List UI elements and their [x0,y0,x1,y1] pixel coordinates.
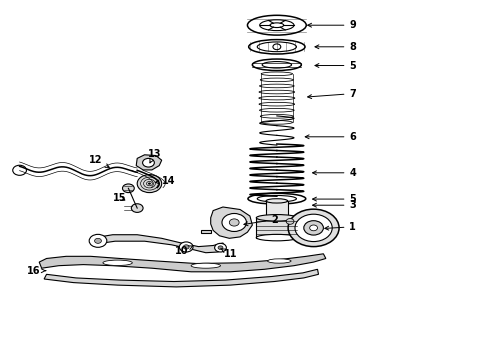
Text: 10: 10 [174,246,194,256]
Ellipse shape [256,234,297,241]
Circle shape [286,219,294,224]
Circle shape [304,221,323,235]
Polygon shape [211,207,252,238]
Polygon shape [266,201,288,221]
Polygon shape [39,254,326,272]
Circle shape [183,245,189,249]
Text: 2: 2 [244,215,278,226]
Text: 4: 4 [313,168,356,178]
Ellipse shape [256,215,297,221]
Text: 14: 14 [155,176,176,186]
Circle shape [310,225,318,231]
Text: 12: 12 [89,155,109,167]
Text: 6: 6 [305,132,356,142]
Circle shape [222,213,246,231]
Circle shape [131,204,143,212]
Circle shape [122,184,134,193]
Text: 13: 13 [147,149,161,163]
Text: 11: 11 [221,248,237,259]
Text: 5: 5 [315,60,356,71]
Ellipse shape [266,219,288,224]
Text: 3: 3 [313,200,356,210]
Circle shape [273,44,281,50]
Ellipse shape [191,263,220,268]
Circle shape [179,242,193,252]
Text: 5: 5 [313,194,356,204]
Text: 15: 15 [113,193,127,203]
Circle shape [218,246,223,249]
Text: 9: 9 [308,20,356,30]
Polygon shape [136,155,162,170]
Circle shape [215,243,226,252]
Circle shape [143,158,154,167]
Text: 7: 7 [308,89,356,99]
Circle shape [295,214,332,242]
Polygon shape [96,235,225,253]
Circle shape [288,209,339,247]
Circle shape [13,165,26,175]
Polygon shape [256,218,297,238]
Polygon shape [44,269,319,287]
Ellipse shape [268,259,291,263]
Circle shape [148,183,151,185]
Circle shape [89,234,107,247]
Polygon shape [201,230,211,233]
Ellipse shape [103,260,132,266]
Text: 16: 16 [26,266,46,276]
Circle shape [137,175,162,193]
Text: 8: 8 [315,42,356,52]
Text: 1: 1 [325,222,356,232]
Circle shape [229,219,239,226]
Ellipse shape [266,199,288,203]
Circle shape [95,238,101,243]
